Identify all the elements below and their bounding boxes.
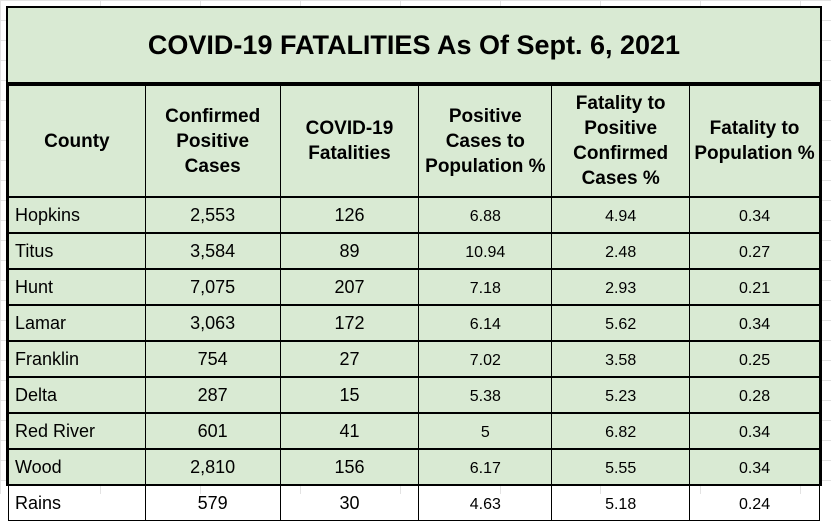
cell-fatality-to-population[interactable]: 0.34 [689, 448, 820, 486]
cell-fatality-to-positive[interactable]: 5.18 [551, 484, 691, 521]
header-confirmed-positive-cases: Confirmed Positive Cases [144, 85, 281, 198]
table-row: Franklin 754 27 7.02 3.58 0.25 [8, 340, 820, 378]
cell-fatality-to-positive[interactable]: 2.48 [551, 232, 691, 270]
cell-confirmed-cases[interactable]: 3,063 [144, 304, 281, 342]
cell-positive-to-population[interactable]: 4.63 [418, 484, 553, 521]
cell-fatality-to-positive[interactable]: 2.93 [551, 268, 691, 306]
cell-fatality-to-population[interactable]: 0.24 [689, 484, 820, 521]
header-fatality-to-population: Fatality to Population % [689, 85, 820, 198]
cell-positive-to-population[interactable]: 6.17 [418, 448, 553, 486]
cell-county[interactable]: Lamar [8, 304, 146, 342]
cell-confirmed-cases[interactable]: 3,584 [144, 232, 281, 270]
cell-county[interactable]: Franklin [8, 340, 146, 378]
fatalities-table: County Confirmed Positive Cases COVID-19… [8, 85, 820, 521]
cell-fatalities[interactable]: 172 [279, 304, 420, 342]
table-row: Lamar 3,063 172 6.14 5.62 0.34 [8, 304, 820, 342]
cell-confirmed-cases[interactable]: 579 [144, 484, 281, 521]
cell-positive-to-population[interactable]: 5 [418, 412, 553, 450]
cell-fatalities[interactable]: 41 [279, 412, 420, 450]
cell-fatalities[interactable]: 126 [279, 196, 420, 234]
cell-fatality-to-population[interactable]: 0.21 [689, 268, 820, 306]
cell-fatality-to-population[interactable]: 0.34 [689, 196, 820, 234]
cell-confirmed-cases[interactable]: 7,075 [144, 268, 281, 306]
cell-fatality-to-population[interactable]: 0.34 [689, 304, 820, 342]
cell-county[interactable]: Delta [8, 376, 146, 414]
cell-county[interactable]: Hunt [8, 268, 146, 306]
header-fatality-to-positive: Fatality to Positive Confirmed Cases % [551, 85, 691, 198]
header-covid-fatalities: COVID-19 Fatalities [279, 85, 420, 198]
cell-county[interactable]: Titus [8, 232, 146, 270]
cell-fatality-to-population[interactable]: 0.27 [689, 232, 820, 270]
header-row: County Confirmed Positive Cases COVID-19… [8, 85, 820, 198]
cell-county[interactable]: Wood [8, 448, 146, 486]
table-row: Red River 601 41 5 6.82 0.34 [8, 412, 820, 450]
cell-fatality-to-positive[interactable]: 4.94 [551, 196, 691, 234]
header-positive-to-population: Positive Cases to Population % [418, 85, 553, 198]
cell-positive-to-population[interactable]: 10.94 [418, 232, 553, 270]
cell-fatality-to-population[interactable]: 0.28 [689, 376, 820, 414]
cell-fatality-to-positive[interactable]: 3.58 [551, 340, 691, 378]
table-row: Titus 3,584 89 10.94 2.48 0.27 [8, 232, 820, 270]
cell-positive-to-population[interactable]: 7.18 [418, 268, 553, 306]
cell-positive-to-population[interactable]: 7.02 [418, 340, 553, 378]
cell-county[interactable]: Hopkins [8, 196, 146, 234]
cell-fatality-to-population[interactable]: 0.34 [689, 412, 820, 450]
cell-fatality-to-population[interactable]: 0.25 [689, 340, 820, 378]
cell-confirmed-cases[interactable]: 287 [144, 376, 281, 414]
cell-fatality-to-positive[interactable]: 5.62 [551, 304, 691, 342]
cell-fatalities[interactable]: 15 [279, 376, 420, 414]
cell-positive-to-population[interactable]: 6.88 [418, 196, 553, 234]
cell-fatalities[interactable]: 156 [279, 448, 420, 486]
covid-table-frame: COVID-19 FATALITIES As Of Sept. 6, 2021 … [6, 6, 822, 521]
table-title: COVID-19 FATALITIES As Of Sept. 6, 2021 [8, 8, 820, 85]
cell-fatality-to-positive[interactable]: 5.55 [551, 448, 691, 486]
cell-fatalities[interactable]: 27 [279, 340, 420, 378]
cell-positive-to-population[interactable]: 5.38 [418, 376, 553, 414]
cell-positive-to-population[interactable]: 6.14 [418, 304, 553, 342]
cell-confirmed-cases[interactable]: 2,810 [144, 448, 281, 486]
cell-fatalities[interactable]: 207 [279, 268, 420, 306]
cell-fatality-to-positive[interactable]: 5.23 [551, 376, 691, 414]
cell-confirmed-cases[interactable]: 754 [144, 340, 281, 378]
cell-fatality-to-positive[interactable]: 6.82 [551, 412, 691, 450]
cell-fatalities[interactable]: 89 [279, 232, 420, 270]
table-row: Hunt 7,075 207 7.18 2.93 0.21 [8, 268, 820, 306]
cell-county[interactable]: Rains [8, 484, 146, 521]
cell-confirmed-cases[interactable]: 2,553 [144, 196, 281, 234]
header-county: County [8, 85, 146, 198]
table-row: Delta 287 15 5.38 5.23 0.28 [8, 376, 820, 414]
cell-confirmed-cases[interactable]: 601 [144, 412, 281, 450]
table-row: Hopkins 2,553 126 6.88 4.94 0.34 [8, 196, 820, 234]
cell-county[interactable]: Red River [8, 412, 146, 450]
table-body: Hopkins 2,553 126 6.88 4.94 0.34 Titus 3,584 89 1… [8, 196, 820, 521]
cell-fatalities[interactable]: 30 [279, 484, 420, 521]
table-row: Rains 579 30 4.63 5.18 0.24 [8, 484, 820, 521]
table-row: Wood 2,810 156 6.17 5.55 0.34 [8, 448, 820, 486]
